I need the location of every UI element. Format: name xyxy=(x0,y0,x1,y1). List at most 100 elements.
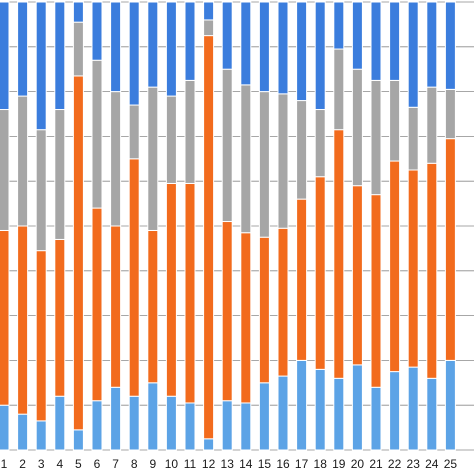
x-tick-label: 3 xyxy=(38,457,45,471)
bar-segment-3-s1 xyxy=(35,420,47,451)
bar-segment-3-s4 xyxy=(35,1,47,131)
bar-segment-25-s2 xyxy=(444,138,456,361)
bar-segment-24-s4 xyxy=(426,1,438,88)
bar-segment-12-s3 xyxy=(203,19,215,37)
bar-segment-17-s1 xyxy=(296,359,308,451)
x-tick-label: 10 xyxy=(165,457,179,471)
bar-segment-24-s2 xyxy=(426,162,438,379)
bar-stack-3 xyxy=(35,1,47,451)
bar-stack-9 xyxy=(147,1,159,451)
bar-stack-18 xyxy=(314,1,326,451)
x-tick-label: 9 xyxy=(149,457,156,471)
bar-segment-16-s4 xyxy=(277,1,289,95)
gridlines xyxy=(0,1,474,451)
bar-stack-5 xyxy=(72,1,84,451)
bar-segment-22-s3 xyxy=(389,79,401,162)
bar-stack-2 xyxy=(17,1,29,451)
bar-segment-17-s3 xyxy=(296,100,308,200)
bar-stack-4 xyxy=(54,1,66,451)
bar-segment-4-s3 xyxy=(54,109,66,240)
bar-segment-6-s1 xyxy=(91,400,103,451)
bar-segment-2-s2 xyxy=(17,225,29,415)
bar-segment-22-s4 xyxy=(389,1,401,81)
bar-segment-6-s2 xyxy=(91,207,103,402)
bar-stack-20 xyxy=(351,1,363,451)
x-tick-label: 12 xyxy=(202,457,216,471)
bar-segment-24-s1 xyxy=(426,377,438,451)
bar-segment-20-s3 xyxy=(351,68,363,187)
bar-segment-5-s3 xyxy=(72,21,84,77)
bar-stack-14 xyxy=(240,1,252,451)
bar-segment-13-s4 xyxy=(221,1,233,70)
bar-stack-1 xyxy=(0,1,10,451)
x-tick-label: 24 xyxy=(425,457,439,471)
bar-segment-8-s1 xyxy=(128,395,140,451)
bar-stack-24 xyxy=(426,1,438,451)
bar-segment-8-s2 xyxy=(128,158,140,397)
bar-segment-4-s2 xyxy=(54,238,66,397)
bar-segment-23-s2 xyxy=(407,169,419,368)
bar-segment-1-s1 xyxy=(0,404,10,451)
bar-stack-10 xyxy=(165,1,177,451)
bar-segment-19-s2 xyxy=(333,129,345,379)
bar-segment-19-s4 xyxy=(333,1,345,50)
bar-segment-16-s3 xyxy=(277,93,289,229)
bar-segment-25-s3 xyxy=(444,88,456,140)
bar-segment-23-s1 xyxy=(407,366,419,451)
x-tick-label: 16 xyxy=(276,457,290,471)
bar-segment-10-s3 xyxy=(165,95,177,184)
bar-stack-13 xyxy=(221,1,233,451)
bar-segment-10-s1 xyxy=(165,395,177,451)
bar-segment-24-s3 xyxy=(426,86,438,164)
bar-segment-11-s3 xyxy=(184,79,196,184)
x-tick-label: 7 xyxy=(112,457,119,471)
bar-stacks xyxy=(0,1,456,451)
bar-segment-4-s1 xyxy=(54,395,66,451)
bar-stack-8 xyxy=(128,1,140,451)
bar-segment-1-s4 xyxy=(0,1,10,111)
bar-segment-2-s4 xyxy=(17,1,29,97)
bar-segment-13-s1 xyxy=(221,400,233,451)
bar-segment-21-s3 xyxy=(370,79,382,196)
bar-segment-16-s2 xyxy=(277,227,289,377)
bar-segment-7-s3 xyxy=(110,91,122,227)
bar-segment-9-s3 xyxy=(147,86,159,231)
bar-segment-3-s3 xyxy=(35,129,47,252)
bar-segment-12-s2 xyxy=(203,35,215,440)
bar-segment-15-s2 xyxy=(258,236,270,384)
bar-stack-12 xyxy=(203,1,215,451)
bar-segment-19-s1 xyxy=(333,377,345,451)
x-tick-label: 13 xyxy=(221,457,235,471)
bar-stack-25 xyxy=(444,1,456,451)
bar-segment-1-s3 xyxy=(0,109,10,231)
bar-stack-19 xyxy=(333,1,345,451)
bar-segment-20-s2 xyxy=(351,185,363,366)
bar-segment-13-s3 xyxy=(221,68,233,223)
bar-segment-6-s3 xyxy=(91,59,103,209)
x-tick-label: 1 xyxy=(1,457,8,471)
x-tick-label: 20 xyxy=(351,457,365,471)
bar-segment-18-s1 xyxy=(314,368,326,451)
bar-segment-10-s4 xyxy=(165,1,177,97)
bar-segment-18-s4 xyxy=(314,1,326,111)
bar-stack-23 xyxy=(407,1,419,451)
bar-segment-23-s4 xyxy=(407,1,419,108)
bar-segment-14-s3 xyxy=(240,84,252,234)
x-tick-label: 2 xyxy=(19,457,26,471)
bar-stack-17 xyxy=(296,1,308,451)
bar-segment-11-s1 xyxy=(184,402,196,451)
bar-segment-22-s2 xyxy=(389,160,401,373)
bar-segment-15-s3 xyxy=(258,91,270,238)
bar-segment-1-s2 xyxy=(0,229,10,406)
bar-segment-13-s2 xyxy=(221,221,233,402)
x-tick-label: 8 xyxy=(131,457,138,471)
bar-stack-21 xyxy=(370,1,382,451)
bar-segment-8-s3 xyxy=(128,104,140,160)
x-tick-label: 5 xyxy=(75,457,82,471)
x-tick-label: 4 xyxy=(56,457,63,471)
bar-segment-6-s4 xyxy=(91,1,103,61)
x-tick-label: 21 xyxy=(369,457,383,471)
bar-segment-2-s3 xyxy=(17,95,29,227)
bar-segment-7-s1 xyxy=(110,386,122,451)
bar-segment-20-s4 xyxy=(351,1,363,70)
